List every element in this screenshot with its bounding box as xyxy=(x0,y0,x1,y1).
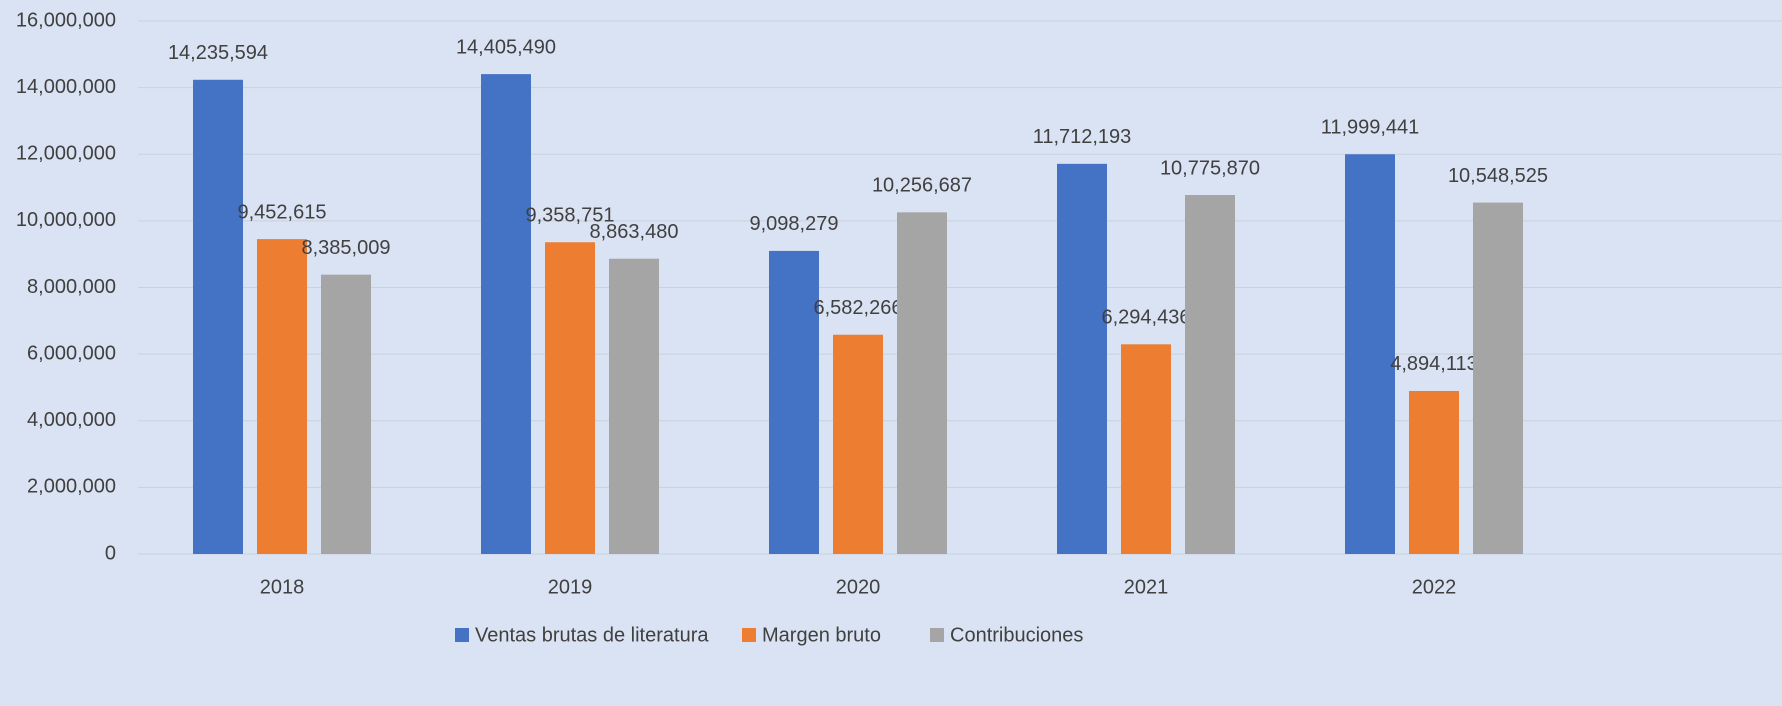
data-label: 11,712,193 xyxy=(1033,126,1132,148)
data-label: 11,999,441 xyxy=(1321,117,1420,139)
data-label: 4,894,113 xyxy=(1390,353,1478,375)
y-tick-label: 2,000,000 xyxy=(27,476,116,498)
data-label: 6,294,436 xyxy=(1102,307,1191,329)
bar xyxy=(1057,163,1107,554)
data-label: 9,452,615 xyxy=(238,201,327,223)
legend-swatch xyxy=(930,628,944,642)
data-label: 9,358,751 xyxy=(526,205,615,227)
data-label: 8,863,480 xyxy=(590,221,679,243)
x-tick-label: 2019 xyxy=(548,576,593,598)
data-label: 8,385,009 xyxy=(302,237,391,259)
data-label: 14,405,490 xyxy=(456,36,556,58)
bar xyxy=(321,274,371,554)
y-tick-label: 12,000,000 xyxy=(16,143,116,165)
legend-swatch xyxy=(455,628,469,642)
data-label: 10,256,687 xyxy=(872,175,972,197)
bar xyxy=(1409,390,1459,554)
x-tick-label: 2021 xyxy=(1124,576,1169,598)
data-label: 6,582,266 xyxy=(814,297,903,319)
x-tick-label: 2022 xyxy=(1412,576,1457,598)
bar xyxy=(769,250,819,554)
data-label: 14,235,594 xyxy=(168,42,268,64)
data-label: 9,098,279 xyxy=(750,213,839,235)
bar xyxy=(257,239,307,555)
bar xyxy=(1345,154,1395,554)
bar xyxy=(833,334,883,554)
bar xyxy=(1121,344,1171,554)
y-tick-label: 10,000,000 xyxy=(16,209,116,231)
bar xyxy=(897,212,947,555)
legend-label: Contribuciones xyxy=(950,624,1083,646)
bar xyxy=(193,79,243,555)
data-label: 10,548,525 xyxy=(1448,165,1548,187)
y-tick-label: 4,000,000 xyxy=(27,409,116,431)
bar xyxy=(1185,195,1235,555)
y-tick-label: 8,000,000 xyxy=(27,276,116,298)
bar xyxy=(1473,202,1523,554)
x-tick-label: 2018 xyxy=(260,576,305,598)
x-tick-label: 2020 xyxy=(836,576,881,598)
y-tick-label: 0 xyxy=(105,542,116,564)
data-label: 10,775,870 xyxy=(1160,157,1260,179)
y-tick-label: 14,000,000 xyxy=(16,76,116,98)
legend-label: Margen bruto xyxy=(762,624,881,646)
y-tick-label: 16,000,000 xyxy=(16,9,116,31)
legend-swatch xyxy=(742,628,756,642)
bar xyxy=(609,258,659,554)
bar xyxy=(545,242,595,554)
bar xyxy=(481,74,531,554)
y-tick-label: 6,000,000 xyxy=(27,342,116,364)
legend-label: Ventas brutas de literatura xyxy=(475,624,709,646)
